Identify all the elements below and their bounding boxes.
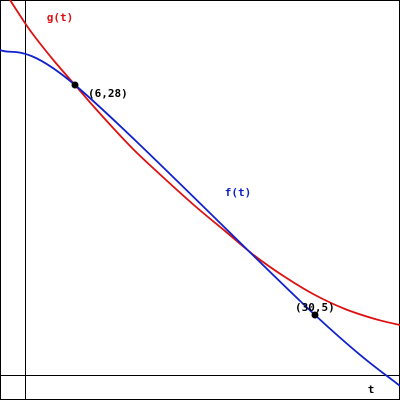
series-line-f <box>0 49 400 387</box>
series-label-f: f(t) <box>225 186 252 199</box>
series-line-g <box>9 0 400 326</box>
series-label-g: g(t) <box>47 11 74 24</box>
x-axis-label: t <box>368 383 375 396</box>
intersection-point-1 <box>71 81 79 89</box>
point-label-1: (6,28) <box>88 87 128 100</box>
intersection-point-2 <box>311 311 319 319</box>
point-label-2: (30,5) <box>295 301 335 314</box>
